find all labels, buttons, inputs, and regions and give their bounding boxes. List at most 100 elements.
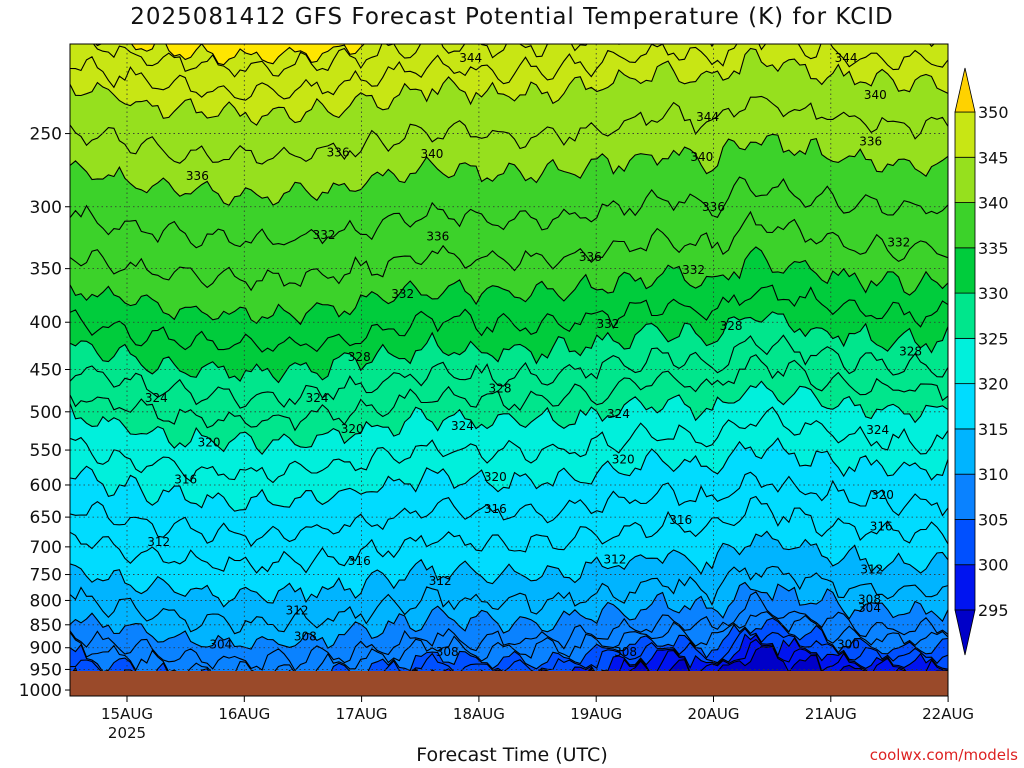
source-credit: coolwx.com/models	[869, 746, 1018, 764]
x-year-label: 2025	[108, 724, 146, 742]
contour-label: 320	[871, 488, 894, 502]
contour-label: 336	[426, 229, 449, 243]
contour-322	[70, 406, 948, 484]
colorbar-bin	[954, 156, 976, 203]
x-tick-label: 21AUG	[805, 705, 857, 723]
colorbar-bin	[954, 337, 976, 385]
colorbar: 295 300 305 310 315 320 325 330 335 340 345 350	[954, 67, 1009, 656]
colorbar-label: 320	[978, 375, 1009, 394]
colorbar-label: 335	[978, 239, 1009, 258]
contour-312	[70, 565, 948, 635]
contour-324	[70, 380, 948, 456]
y-tick-label: 350	[30, 260, 62, 280]
contour-350	[94, 44, 576, 66]
contour-label: 328	[899, 344, 922, 358]
colorbar-top-arrow	[954, 67, 976, 113]
contour-344	[70, 47, 948, 126]
contour-label: 340	[864, 88, 887, 102]
contour-label: 336	[327, 145, 350, 159]
contour-label: 340	[421, 147, 444, 161]
colorbar-bottom-arrow	[954, 609, 976, 656]
colorbar-label: 325	[978, 329, 1009, 348]
colorbar-label: 310	[978, 465, 1009, 484]
contour-336	[70, 210, 948, 292]
colorbar-bin	[954, 247, 976, 294]
colorbar-label: 350	[978, 103, 1009, 122]
colorbar-label: 300	[978, 556, 1009, 575]
contour-326	[70, 354, 948, 432]
contour-label: 308	[858, 592, 881, 606]
colorbar-bin	[954, 202, 976, 249]
contour-346	[70, 44, 948, 101]
contour-label: 312	[860, 563, 883, 577]
colorbar-label: 295	[978, 601, 1009, 620]
contour-314	[70, 530, 948, 608]
chart-title: 2025081412 GFS Forecast Potential Temper…	[130, 4, 894, 30]
contour-label: 324	[866, 423, 889, 437]
contour-318	[70, 471, 948, 548]
y-tick-label: 900	[30, 639, 62, 659]
contour-label: 304	[209, 638, 232, 652]
contour-label: 336	[859, 135, 882, 149]
contour-label: 336	[186, 169, 209, 183]
contour-342	[70, 95, 948, 165]
colorbar-bin	[954, 292, 976, 339]
colorbar-label: 345	[978, 148, 1009, 167]
y-tick-label: 500	[30, 403, 62, 423]
contour-320	[70, 437, 948, 512]
contour-label: 324	[145, 391, 168, 405]
contour-308	[70, 591, 948, 672]
contour-label: 328	[489, 382, 512, 396]
contour-label: 336	[579, 250, 602, 264]
x-tick-label: 16AUG	[218, 705, 270, 723]
contour-label: 316	[669, 513, 692, 527]
y-tick-label: 300	[30, 198, 62, 218]
colorbar-label: 330	[978, 284, 1009, 303]
contour-label: 320	[612, 452, 635, 466]
contour-label: 324	[607, 407, 630, 421]
y-tick-label: 750	[30, 566, 62, 586]
contour-label: 332	[682, 263, 705, 277]
contour-label: 320	[484, 470, 507, 484]
contour-label: 316	[348, 554, 371, 568]
y-tick-label: 650	[30, 508, 62, 528]
y-tick-label: 600	[30, 476, 62, 496]
y-tick-label: 700	[30, 538, 62, 558]
contour-label: 308	[294, 629, 317, 643]
x-axis: 15AUG 16AUG 17AUG 18AUG 19AUG 20AUG 21AUG 22AUG…	[101, 696, 974, 742]
y-tick-label: 550	[30, 441, 62, 461]
x-tick-label: 15AUG	[101, 705, 153, 723]
contour-label: 328	[348, 350, 371, 364]
contour-label: 316	[484, 502, 507, 516]
contour-label: 324	[451, 419, 474, 433]
contour-label: 312	[604, 552, 627, 566]
contour-label: 312	[147, 535, 170, 549]
y-tick-label: 950	[30, 660, 62, 680]
plot-area: 344 344 340 344 340 340 336 336 336 336 336 336 332 3…	[69, 43, 949, 697]
colorbar-bin	[954, 473, 976, 520]
contour-label: 308	[614, 645, 637, 659]
contour-338	[70, 176, 948, 249]
ground	[70, 671, 948, 696]
y-tick-label: 450	[30, 361, 62, 381]
contour-label: 304	[858, 601, 881, 615]
colorbar-label: 305	[978, 510, 1009, 529]
contour-label: 332	[313, 228, 336, 242]
contour-label: 344	[696, 110, 719, 124]
x-tick-label: 18AUG	[453, 705, 505, 723]
colorbar-bin	[954, 383, 976, 430]
x-axis-title: Forecast Time (UTC)	[416, 744, 608, 766]
x-tick-label: 19AUG	[570, 705, 622, 723]
y-axis: 250 300 350 400 450 500 550 600 650 700 750 800 850 9…	[19, 125, 70, 701]
colorbar-bin	[954, 428, 976, 475]
x-tick-label: 17AUG	[336, 705, 388, 723]
colorbar-bin	[954, 519, 976, 566]
y-tick-label: 850	[30, 616, 62, 636]
contour-label: 312	[286, 603, 309, 617]
contour-label: 312	[429, 574, 452, 588]
contour-label: 332	[887, 236, 910, 250]
colorbar-label: 340	[978, 194, 1009, 213]
contour-332	[70, 284, 948, 353]
contour-label: 300	[837, 638, 860, 652]
contour-label: 340	[690, 150, 713, 164]
